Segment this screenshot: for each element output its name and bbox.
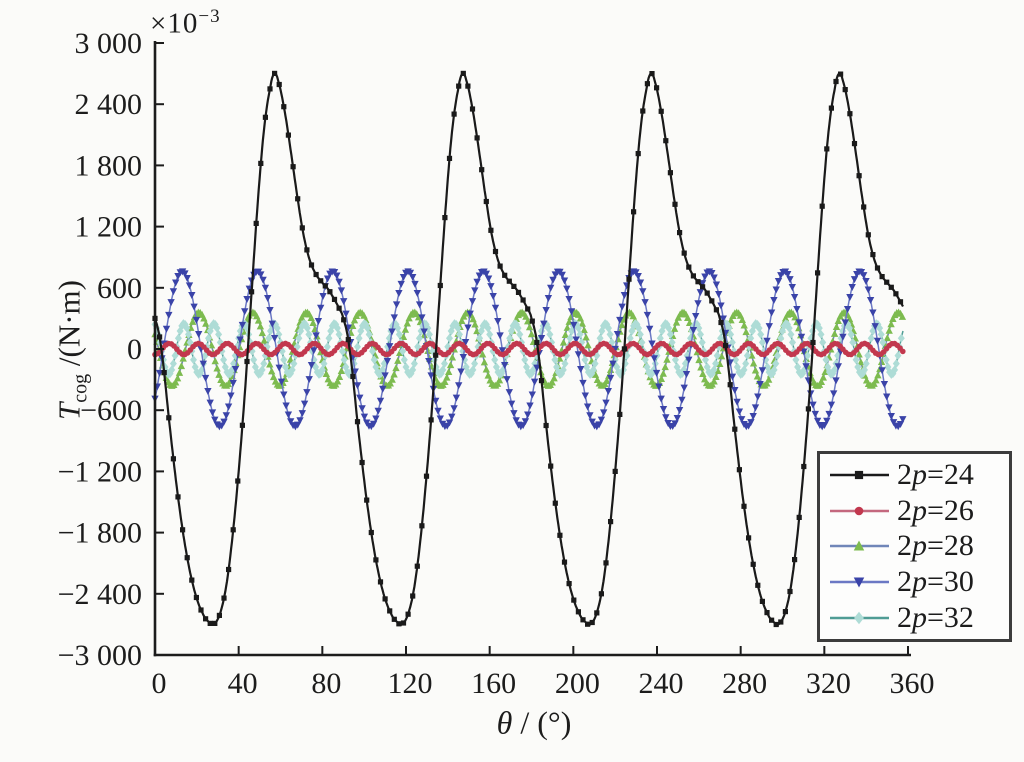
legend-entry-2p24: 2p=24 xyxy=(828,458,1009,492)
x-tick-label: 160 xyxy=(471,667,516,700)
legend-text: p xyxy=(912,565,927,599)
legend-sample-2p28 xyxy=(830,540,889,551)
x-tick-label: 0 xyxy=(152,667,167,700)
legend-entry-2p28: 2p=28 xyxy=(828,529,1009,563)
y-tick-label: 0 xyxy=(127,333,142,366)
x-tick-label: 200 xyxy=(555,667,600,700)
x-tick-label: 280 xyxy=(722,667,767,700)
y-tick-label: −1 200 xyxy=(58,455,142,488)
legend-text: p xyxy=(912,493,927,527)
x-tick-label: 120 xyxy=(388,667,433,700)
legend-box: 2p=24 2p=26 2p=28 2p=30 2p=32 xyxy=(817,451,1012,642)
y-tick-label: −2 400 xyxy=(58,578,142,611)
x-tick-label: 40 xyxy=(228,667,258,700)
y-tick-label: 600 xyxy=(97,272,142,305)
y-tick-label: −3 000 xyxy=(58,639,142,672)
legend-entry-2p26: 2p=26 xyxy=(828,494,1009,528)
series-2p26 xyxy=(152,340,906,358)
x-axis-title: θ / (°) xyxy=(497,705,572,742)
legend-text: =32 xyxy=(927,601,974,635)
legend-label-2p32: 2p=32 xyxy=(897,603,974,633)
y-axis-multiplier: ×10−3 xyxy=(150,6,221,41)
y-tick-label: 1 200 xyxy=(75,211,143,244)
x-axis-symbol: θ xyxy=(496,704,513,741)
y-tick-label: 3 000 xyxy=(75,27,143,60)
legend-text: p xyxy=(912,601,927,635)
x-tick-label: 240 xyxy=(639,667,684,700)
legend-label-2p24: 2p=24 xyxy=(897,457,974,491)
y-axis-subscript: cog xyxy=(69,373,92,403)
legend-text: =30 xyxy=(927,565,974,599)
x-tick-label: 320 xyxy=(806,667,851,700)
legend-text: =26 xyxy=(927,493,974,527)
legend-text: =28 xyxy=(927,529,974,563)
legend-text: 2 xyxy=(897,601,912,635)
legend-label-2p28: 2p=28 xyxy=(897,531,974,561)
legend-sample-2p24 xyxy=(830,470,889,479)
legend-text: 2 xyxy=(897,565,912,599)
y-axis-title: Tcog /(N·m) xyxy=(51,280,92,420)
legend-label-2p30: 2p=30 xyxy=(897,567,974,597)
y-tick-label: −600 xyxy=(80,394,142,427)
y-tick-label: 1 800 xyxy=(75,149,143,182)
legend-text: p xyxy=(912,457,927,491)
x-tick-label: 80 xyxy=(311,667,341,700)
multiplier-base: ×10 xyxy=(150,7,199,40)
multiplier-exponent: −3 xyxy=(198,6,221,27)
x-tick-label: 360 xyxy=(890,667,935,700)
legend-entry-2p32: 2p=32 xyxy=(828,601,1009,635)
legend-sample-2p32 xyxy=(830,611,889,625)
series-2p24 xyxy=(152,70,904,628)
x-axis-units: / (°) xyxy=(512,704,572,741)
legend-text: 2 xyxy=(897,529,912,563)
legend-text: 2 xyxy=(897,457,912,491)
legend-text: p xyxy=(912,529,927,563)
y-tick-label: 2 400 xyxy=(75,88,143,121)
legend-entry-2p30: 2p=30 xyxy=(828,565,1009,599)
y-axis-units: /(N·m) xyxy=(51,280,87,374)
y-axis-symbol: T xyxy=(51,402,87,420)
series-layer xyxy=(151,70,907,628)
legend-text: 2 xyxy=(897,493,912,527)
legend-label-2p26: 2p=26 xyxy=(897,493,974,527)
legend-text: =24 xyxy=(927,457,974,491)
legend-sample-2p26 xyxy=(830,506,889,515)
y-tick-label: −1 800 xyxy=(58,517,142,550)
legend-sample-2p30 xyxy=(830,577,889,588)
